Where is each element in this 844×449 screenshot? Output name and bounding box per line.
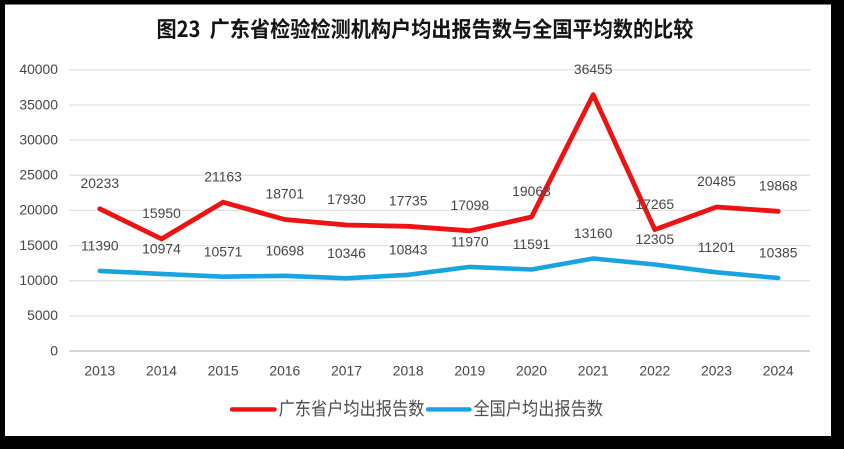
- svg-text:10346: 10346: [327, 245, 366, 261]
- svg-text:36455: 36455: [574, 61, 613, 77]
- svg-text:17930: 17930: [327, 191, 366, 207]
- svg-text:2014: 2014: [146, 362, 177, 378]
- svg-text:35000: 35000: [19, 96, 58, 112]
- svg-text:2021: 2021: [578, 362, 609, 378]
- svg-text:20000: 20000: [19, 202, 58, 218]
- svg-text:11201: 11201: [698, 239, 736, 255]
- svg-text:15950: 15950: [142, 205, 181, 221]
- svg-text:13160: 13160: [574, 225, 613, 241]
- svg-text:10385: 10385: [759, 245, 798, 261]
- svg-text:10571: 10571: [204, 243, 243, 259]
- svg-text:10843: 10843: [389, 242, 428, 258]
- svg-text:40000: 40000: [19, 61, 58, 77]
- svg-text:15000: 15000: [19, 237, 58, 253]
- svg-text:2022: 2022: [639, 362, 670, 378]
- svg-text:20233: 20233: [80, 175, 119, 191]
- svg-text:19063: 19063: [512, 183, 551, 199]
- svg-text:20485: 20485: [697, 173, 736, 189]
- svg-text:18701: 18701: [265, 186, 304, 202]
- svg-text:2013: 2013: [84, 362, 115, 378]
- svg-text:2016: 2016: [269, 362, 300, 378]
- svg-text:17265: 17265: [635, 196, 674, 212]
- svg-text:10974: 10974: [142, 241, 181, 257]
- svg-text:2015: 2015: [208, 362, 239, 378]
- svg-text:10698: 10698: [265, 243, 304, 259]
- svg-text:2023: 2023: [701, 362, 732, 378]
- svg-text:17098: 17098: [450, 197, 489, 213]
- svg-text:2019: 2019: [454, 362, 485, 378]
- svg-text:2017: 2017: [331, 362, 362, 378]
- svg-text:2018: 2018: [393, 362, 424, 378]
- svg-text:19868: 19868: [759, 178, 798, 194]
- svg-text:10000: 10000: [19, 272, 58, 288]
- svg-text:2024: 2024: [763, 362, 794, 378]
- svg-text:30000: 30000: [19, 131, 58, 147]
- svg-text:11390: 11390: [81, 238, 119, 254]
- svg-text:11970: 11970: [451, 234, 489, 250]
- svg-text:2020: 2020: [516, 362, 547, 378]
- svg-text:21163: 21163: [204, 168, 242, 184]
- svg-text:25000: 25000: [19, 167, 58, 183]
- svg-text:5000: 5000: [27, 307, 58, 323]
- svg-text:17735: 17735: [389, 193, 428, 209]
- svg-text:12305: 12305: [635, 231, 674, 247]
- svg-text:0: 0: [50, 342, 58, 358]
- svg-text:11591: 11591: [513, 236, 551, 252]
